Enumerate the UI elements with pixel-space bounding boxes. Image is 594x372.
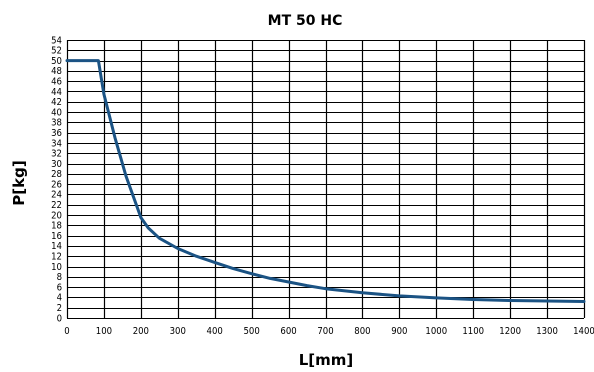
series-line-1	[65, 59, 586, 303]
grid	[66, 40, 586, 319]
y-tick-label: 22	[51, 200, 62, 211]
y-tick-label: 54	[51, 35, 62, 46]
x-tick-label: 900	[391, 326, 407, 337]
y-tick-label: 0	[57, 313, 62, 324]
y-tick-label: 52	[51, 46, 62, 57]
y-tick-label: 44	[51, 87, 62, 98]
y-tick-label: 10	[51, 262, 62, 273]
y-tick-label: 18	[51, 221, 62, 232]
y-tick-label: 8	[57, 272, 62, 283]
y-tick-label: 40	[51, 107, 62, 118]
y-tick-label: 38	[51, 118, 62, 129]
x-tick-label: 400	[207, 326, 223, 337]
y-tick-label: 28	[51, 169, 62, 180]
y-tick-label: 46	[51, 76, 62, 87]
y-tick-label: 48	[51, 66, 62, 77]
y-tick-label: 12	[51, 252, 62, 263]
y-tick-label: 20	[51, 210, 62, 221]
y-tick-label: 26	[51, 179, 62, 190]
y-tick-label: 14	[51, 241, 62, 252]
y-tick-label: 42	[51, 97, 62, 108]
y-tick-label: 2	[57, 303, 62, 314]
y-tick-label: 36	[51, 128, 62, 139]
y-tick-label: 16	[51, 231, 62, 242]
tick-labels: 0246810121416182022242628303234363840424…	[51, 35, 594, 337]
x-tick-label: 500	[243, 326, 259, 337]
chart-title: MT 50 HC	[268, 13, 343, 29]
x-tick-label: 700	[317, 326, 333, 337]
y-axis-label: P[kg]	[10, 160, 28, 205]
x-tick-label: 100	[96, 326, 112, 337]
y-tick-label: 30	[51, 159, 62, 170]
x-tick-label: 300	[170, 326, 186, 337]
series-layer	[65, 59, 586, 303]
x-tick-label: 800	[354, 326, 370, 337]
y-tick-label: 6	[57, 282, 62, 293]
y-tick-label: 4	[57, 293, 62, 304]
x-axis-label: L[mm]	[299, 351, 354, 369]
x-tick-label: 200	[133, 326, 149, 337]
y-tick-label: 32	[51, 149, 62, 160]
y-tick-label: 24	[51, 190, 62, 201]
x-tick-label: 1400	[573, 326, 594, 337]
x-tick-label: 1200	[499, 326, 521, 337]
y-tick-label: 34	[51, 138, 62, 149]
x-tick-label: 600	[280, 326, 296, 337]
x-tick-label: 0	[64, 326, 69, 337]
x-tick-label: 1300	[536, 326, 558, 337]
x-tick-label: 1100	[462, 326, 484, 337]
y-tick-label: 50	[51, 56, 62, 67]
x-tick-label: 1000	[425, 326, 447, 337]
